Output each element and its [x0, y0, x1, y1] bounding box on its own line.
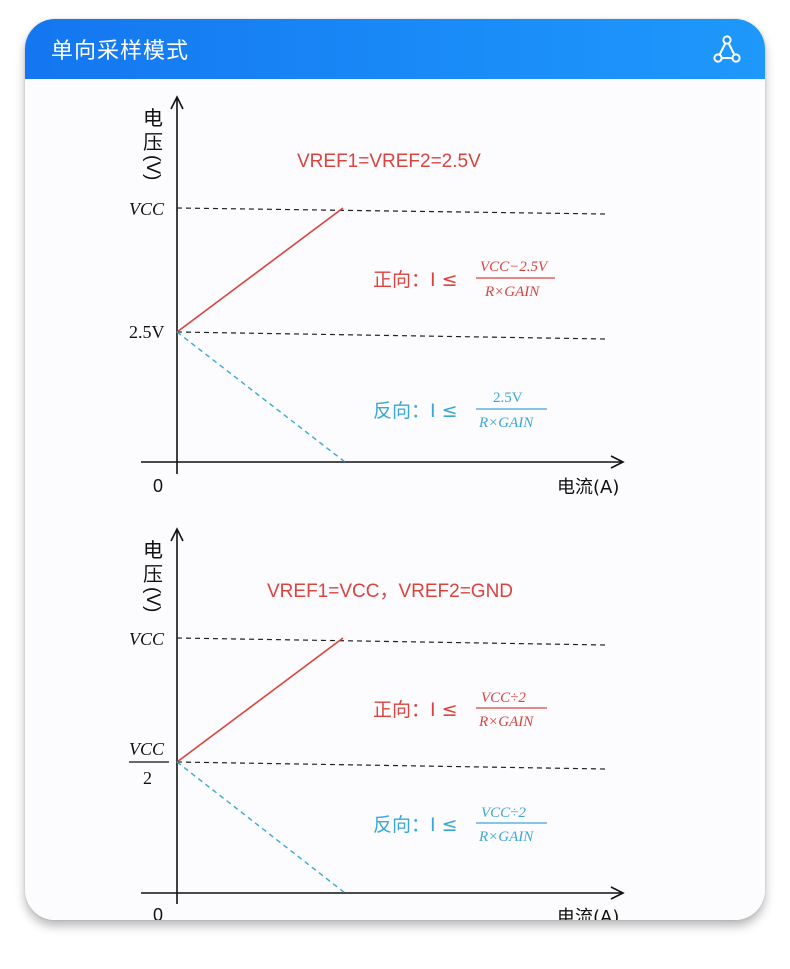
y-axis-arrow [170, 95, 184, 110]
forward-prefix: 正向：I ≤ [373, 699, 458, 721]
mid-reference-line [176, 761, 606, 770]
mid-tick-label-denominator: 2 [143, 768, 152, 788]
y-axis-label-char-1: 电 [143, 538, 163, 562]
forward-line [176, 637, 344, 763]
forward-denominator: R×GAIN [478, 714, 534, 730]
y-axis-unit: (V) [142, 587, 163, 612]
x-axis-label: 电流(A) [557, 477, 619, 498]
reverse-prefix: 反向：I ≤ [373, 814, 458, 836]
x-axis-label: 电流(A) [557, 907, 619, 920]
vcc-tick-label: VCC [129, 629, 165, 649]
reverse-numerator: VCC÷2 [481, 805, 526, 821]
y-axis-label-char-1: 电 [143, 106, 163, 130]
y-axis-arrow [170, 527, 184, 542]
forward-numerator: VCC÷2 [481, 690, 526, 706]
mid-tick-label: 2.5V [129, 322, 165, 342]
card-header: 单向采样模式 [25, 19, 765, 79]
x-axis-arrow [610, 455, 625, 469]
forward-prefix: 正向：I ≤ [373, 269, 458, 291]
reverse-denominator: R×GAIN [478, 829, 534, 845]
content-area: 电 压 (V) VCC 2.5V 0 电流(A) VREF1=VREF2=2.5… [25, 79, 765, 920]
diagrams-canvas: 电 压 (V) VCC 2.5V 0 电流(A) VREF1=VREF2=2.5… [129, 95, 625, 920]
forward-numerator: VCC−2.5V [480, 259, 549, 275]
condition-text: VREF1=VCC，VREF2=GND [267, 581, 513, 602]
mid-tick-label-numerator: VCC [129, 739, 165, 759]
card-title: 单向采样模式 [51, 39, 190, 64]
y-axis-label-char-2: 压 [143, 130, 163, 154]
origin-label: 0 [153, 905, 163, 920]
reverse-prefix: 反向：I ≤ [373, 400, 458, 422]
diagram-1: 电 压 (V) VCC 2.5V 0 电流(A) VREF1=VREF2=2.5… [129, 95, 625, 498]
mid-reference-line [176, 331, 606, 340]
forward-denominator: R×GAIN [484, 284, 540, 300]
reverse-numerator: 2.5V [493, 390, 523, 406]
x-axis-arrow [610, 886, 625, 900]
origin-label: 0 [153, 476, 163, 496]
y-axis-unit: (V) [142, 155, 163, 180]
forward-line [176, 207, 344, 333]
reverse-line [176, 761, 346, 894]
reverse-line [176, 331, 346, 463]
condition-text: VREF1=VREF2=2.5V [297, 151, 481, 172]
diagram-2: 电 压 (V) VCC VCC 2 0 电流(A) VREF1=VCC，VREF… [129, 527, 625, 920]
vcc-reference-line [176, 637, 606, 646]
reverse-denominator: R×GAIN [478, 415, 534, 431]
triangle-nodes-icon[interactable] [711, 34, 743, 66]
mode-card: 单向采样模式 电 压 (V) VCC [25, 19, 765, 920]
vcc-tick-label: VCC [129, 199, 165, 219]
y-axis-label-char-2: 压 [143, 562, 163, 586]
vcc-reference-line [176, 207, 606, 215]
